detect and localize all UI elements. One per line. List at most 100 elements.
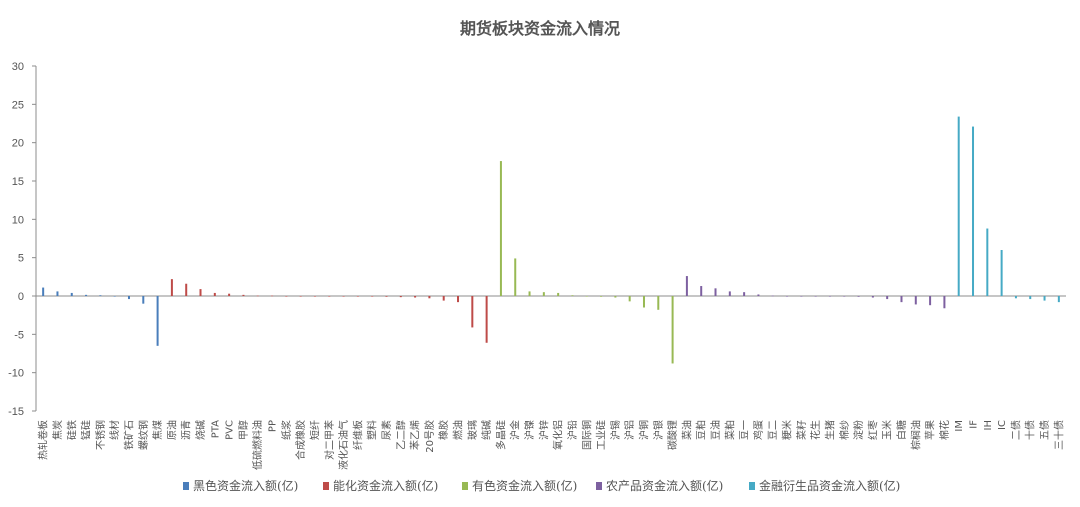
bar-纸浆 (285, 296, 288, 297)
x-tick-label: 塑料 (366, 420, 379, 440)
x-tick-label: 棉纱 (838, 420, 851, 440)
x-tick-label: 螺纹钢 (137, 420, 150, 450)
x-tick-label: IF (969, 420, 980, 429)
bar-菜粕 (728, 291, 731, 296)
bar-塑料 (371, 296, 374, 297)
legend-label: 能化资金流入额(亿) (333, 478, 438, 493)
x-tick-label: 沪镍 (523, 420, 536, 440)
bar-纤维板 (356, 296, 359, 297)
x-tick-label: 不锈钢 (94, 420, 107, 450)
x-tick-label: 20号胶 (423, 420, 436, 453)
x-tick-label: 粳米 (781, 420, 794, 440)
bar-焦煤 (156, 296, 159, 346)
y-tick-label: 0 (18, 291, 24, 303)
x-tick-label: 橡胶 (437, 420, 450, 440)
bar-IM (957, 116, 960, 296)
x-tick-label: 十债 (1024, 420, 1037, 440)
bar-沪金 (514, 258, 517, 296)
bar-纯碱 (485, 296, 488, 343)
x-tick-label: IM (954, 420, 965, 432)
y-tick-label: 10 (12, 214, 24, 226)
bar-乙二醇 (399, 296, 402, 298)
bar-生猪 (828, 296, 831, 297)
bar-五债 (1043, 296, 1046, 301)
legend-swatch (183, 482, 189, 490)
bar-粳米 (786, 296, 789, 297)
plot-area: 30 25 20 15 10 5 0 -5 -10 -15 热轧卷板 焦炭 硅铁 锰硅 不锈钢 线材 铁矿石 螺纹… (8, 61, 1066, 470)
chart-title: 期货板块资金流入情况 (460, 19, 620, 38)
legend-swatch (749, 482, 755, 490)
x-tick-label: 苹果 (924, 420, 937, 440)
x-tick-label: 沥青 (180, 420, 193, 440)
x-tick-label: 沪金 (509, 420, 522, 440)
x-tick-label: 工业硅 (595, 420, 608, 450)
x-tick-label: 线材 (108, 420, 121, 440)
bar-沪银 (657, 296, 660, 310)
bar-苹果 (929, 296, 932, 306)
x-tick-label: PP (268, 420, 279, 432)
bar-二债 (1014, 296, 1017, 299)
y-tick-label: -15 (8, 406, 24, 418)
bar-苯乙烯 (414, 296, 417, 298)
bar-不锈钢 (99, 295, 102, 296)
y-tick-label: 20 (12, 138, 24, 150)
bar-PVC (228, 293, 231, 296)
legend-label: 金融衍生品资金流入额(亿) (759, 478, 900, 493)
x-tick-label: 豆粕 (695, 420, 708, 440)
legend-label: 黑色资金流入额(亿) (193, 478, 298, 493)
bar-玉米 (886, 296, 889, 300)
bar-PP (271, 295, 274, 297)
x-tick-label: 沪铅 (566, 420, 579, 440)
x-tick-label: 白糖 (895, 420, 908, 440)
bar-沪镍 (528, 291, 531, 296)
x-tick-label: 甲醇 (237, 420, 250, 440)
x-tick-label: 氧化铝 (552, 420, 565, 450)
x-tick-label: 沪锌 (537, 420, 550, 440)
bar-淀粉 (857, 296, 860, 297)
x-tick-label: 纸浆 (280, 420, 293, 440)
x-tick-label: 沪铝 (623, 420, 636, 440)
x-tick-label: 玻璃 (466, 420, 479, 440)
bar-豆粕 (700, 286, 703, 296)
bar-红枣 (871, 296, 874, 298)
bar-烧碱 (199, 289, 202, 296)
x-tick-label: 鸡蛋 (752, 420, 765, 440)
y-tick-label: 30 (12, 61, 24, 73)
x-tick-label: 苯乙烯 (409, 420, 422, 450)
bar-氧化铝 (557, 292, 560, 296)
x-tick-label: 豆二 (767, 420, 779, 440)
bar-IH (986, 228, 989, 296)
legend-swatch (323, 482, 329, 490)
bar-合成橡胶 (299, 296, 302, 297)
bar-液化石油气 (342, 296, 345, 297)
bar-豆一 (743, 292, 746, 296)
x-tick-label: 菜籽 (796, 420, 808, 440)
bar-焦炭 (56, 291, 59, 296)
bar-IF (972, 126, 975, 296)
bar-沪铅 (571, 295, 574, 296)
bar-豆二 (771, 295, 774, 297)
x-tick-label: 尿素 (380, 420, 393, 440)
y-tick-label: 25 (12, 99, 24, 111)
x-tick-label: 热轧卷板 (37, 420, 50, 460)
y-tick-label: -5 (14, 329, 24, 341)
bar-沪锡 (614, 296, 617, 298)
bar-三十债 (1057, 296, 1060, 303)
legend-swatch (596, 482, 602, 490)
x-tick-label: 原油 (165, 420, 178, 440)
bar-沥青 (185, 283, 188, 296)
bar-工业硅 (600, 296, 603, 297)
bar-燃油 (457, 296, 460, 303)
x-tick-label: 沪银 (652, 420, 665, 440)
x-tick-label: 焦炭 (51, 420, 64, 440)
bar-低硫燃料油 (256, 295, 259, 297)
y-tick-label: 5 (18, 253, 24, 265)
bar-铁矿石 (127, 296, 130, 300)
bar-锰硅 (85, 294, 88, 296)
bar-十债 (1029, 296, 1032, 300)
x-tick-label: 五债 (1038, 420, 1051, 440)
x-tick-label: 锰硅 (80, 420, 93, 440)
bar-甲醇 (242, 294, 245, 296)
legend-label: 有色资金流入额(亿) (472, 478, 577, 493)
